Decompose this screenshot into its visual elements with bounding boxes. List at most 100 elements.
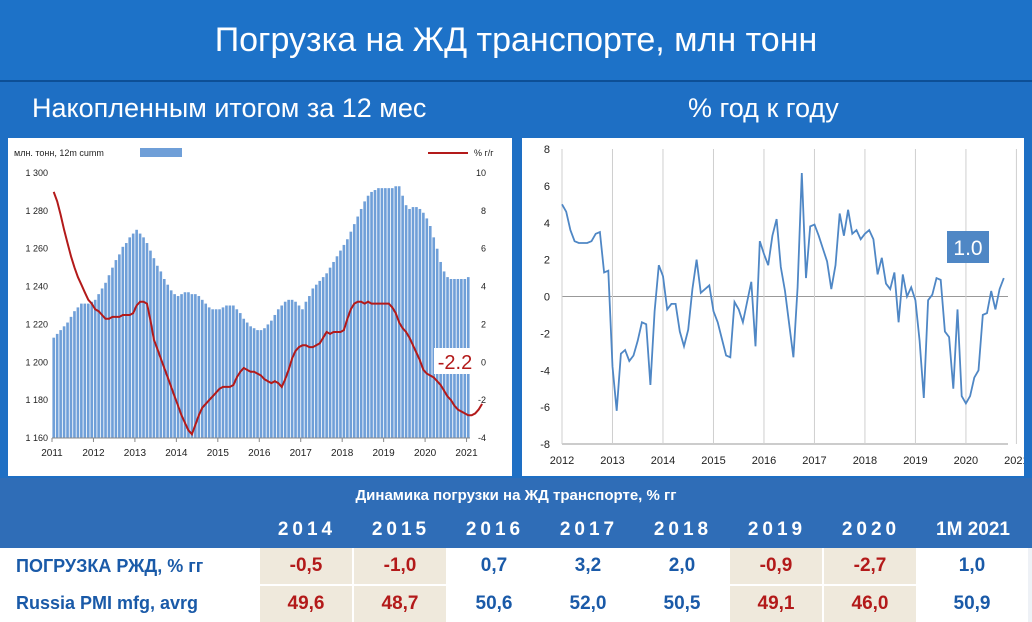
cumulative-bar bbox=[62, 326, 66, 438]
annotation-box bbox=[947, 231, 989, 263]
cumulative-bar bbox=[235, 309, 239, 438]
cumulative-bar bbox=[366, 195, 370, 438]
cumulative-bar bbox=[242, 318, 246, 438]
cumulative-bar bbox=[55, 333, 59, 438]
y-left-tick-label: 1 260 bbox=[25, 244, 48, 254]
cumulative-bar bbox=[152, 258, 156, 438]
x-tick-label: 2017 bbox=[802, 455, 826, 467]
x-tick-label: 2011 bbox=[41, 448, 63, 459]
y-right-tick-label: 2 bbox=[481, 319, 486, 329]
y-right-tick-label: -4 bbox=[478, 433, 486, 443]
cumulative-bar bbox=[422, 212, 425, 438]
cumulative-bar bbox=[256, 330, 259, 438]
cumulative-bar bbox=[76, 307, 80, 438]
cumulative-bar bbox=[384, 188, 387, 438]
cumulative-bar bbox=[166, 284, 170, 438]
cumulative-bar bbox=[214, 309, 218, 438]
y-tick-label: -4 bbox=[540, 365, 550, 377]
table-cell: 52,0 bbox=[542, 584, 636, 622]
cumulative-bar bbox=[380, 188, 384, 438]
y-left-tick-label: 1 280 bbox=[25, 206, 48, 216]
x-tick-label: 2016 bbox=[248, 448, 271, 459]
table-row: Russia PMI mfg, avrg 49,6 48,7 50,6 52,0… bbox=[0, 584, 1032, 622]
year-header: 2015 bbox=[371, 519, 431, 540]
cumulative-bar bbox=[194, 294, 197, 438]
year-header: 2017 bbox=[559, 519, 619, 540]
cumulative-bar bbox=[204, 303, 208, 438]
x-tick-label: 2019 bbox=[373, 448, 396, 459]
cumulative-bar bbox=[311, 288, 315, 438]
y-left-tick-label: 1 220 bbox=[25, 319, 48, 329]
x-tick-label: 2020 bbox=[954, 455, 978, 467]
cumulative-bar bbox=[377, 188, 380, 438]
yoy-blue-line bbox=[561, 172, 1005, 411]
cumulative-bar bbox=[263, 328, 266, 438]
y-tick-label: -6 bbox=[540, 402, 550, 414]
cumulative-bar bbox=[428, 226, 432, 438]
cumulative-bar bbox=[321, 277, 325, 438]
table-cell: 46,0 bbox=[824, 584, 918, 622]
cumulative-bar bbox=[283, 301, 287, 438]
x-tick-label: 2012 bbox=[82, 448, 105, 459]
table-cell: -1,0 bbox=[354, 548, 448, 584]
y-tick-label: -2 bbox=[540, 328, 550, 340]
x-tick-label: 2017 bbox=[290, 448, 313, 459]
cumulative-bar bbox=[100, 288, 104, 438]
cumulative-bar bbox=[325, 273, 328, 438]
cumulative-bar bbox=[425, 218, 429, 438]
cumulative-bar bbox=[135, 229, 138, 438]
cumulative-bar bbox=[221, 307, 225, 438]
cumulative-bar bbox=[121, 246, 125, 438]
cumulative-loading-chart: млн. тонн, 12m cumm % г/г 1 300 1 280 1 260 1… bbox=[8, 138, 512, 476]
table-cell: 0,7 bbox=[448, 548, 542, 584]
annotation-label: 1.0 bbox=[953, 237, 982, 260]
cumulative-bar bbox=[370, 191, 373, 438]
annotation-label: -2.2 bbox=[438, 352, 472, 374]
cumulative-bar bbox=[332, 261, 335, 438]
cumulative-bar bbox=[211, 309, 214, 438]
y-right-tick-label: 6 bbox=[481, 244, 486, 254]
y-left-tick-label: 1 240 bbox=[25, 282, 48, 292]
y-tick-label: 4 bbox=[544, 218, 550, 230]
y-right-tick-label: 10 bbox=[476, 168, 486, 178]
cumulative-bar bbox=[190, 294, 194, 438]
cumulative-bar bbox=[435, 248, 439, 438]
yoy-loading-chart: 8 6 4 2 0 -2 -4 -6 -8 2012 2013 2014 2015 2016 2017 201… bbox=[522, 138, 1029, 476]
left-subtitle: Накопленным итогом за 12 мес bbox=[32, 92, 427, 123]
page-title: Погрузка на ЖД транспорте, млн тонн bbox=[0, 0, 1032, 82]
y-right-tick-label: 8 bbox=[481, 206, 486, 216]
cumulative-bar bbox=[131, 233, 135, 438]
table-corner bbox=[0, 512, 260, 548]
cumulative-bar bbox=[197, 296, 201, 438]
cumulative-bar bbox=[363, 201, 366, 438]
cumulative-bar bbox=[180, 294, 183, 438]
cumulative-bar bbox=[59, 330, 62, 438]
y-right-tick-label: 0 bbox=[481, 357, 486, 367]
cumulative-bar bbox=[335, 256, 339, 438]
cumulative-bar bbox=[276, 309, 280, 438]
cumulative-bar bbox=[124, 243, 128, 438]
table-cell: -2,7 bbox=[824, 548, 918, 584]
x-tick-label: 2014 bbox=[165, 448, 188, 459]
cumulative-bar bbox=[80, 303, 83, 438]
cumulative-bar bbox=[280, 305, 284, 438]
cumulative-bar bbox=[156, 265, 159, 438]
right-subtitle: % год к году bbox=[688, 92, 839, 123]
y-right-tick-label: 4 bbox=[481, 282, 486, 292]
y-left-tick-label: 1 160 bbox=[25, 433, 48, 443]
cumulative-bar bbox=[318, 280, 322, 438]
x-tick-label: 2012 bbox=[550, 455, 574, 467]
cumulative-bar bbox=[397, 186, 401, 438]
table-cell: -0,9 bbox=[730, 548, 824, 584]
cumulative-bar bbox=[404, 205, 408, 438]
cumulative-bar bbox=[93, 299, 97, 438]
table-cell: 1,0 bbox=[918, 548, 1028, 584]
y-tick-label: 2 bbox=[544, 255, 550, 267]
cumulative-bar bbox=[128, 237, 132, 438]
cumulative-bar bbox=[415, 207, 418, 438]
cumulative-bar bbox=[97, 294, 100, 438]
table-cell: 2,0 bbox=[636, 548, 730, 584]
x-tick-label: 2015 bbox=[207, 448, 230, 459]
y-tick-label: 8 bbox=[544, 144, 550, 156]
